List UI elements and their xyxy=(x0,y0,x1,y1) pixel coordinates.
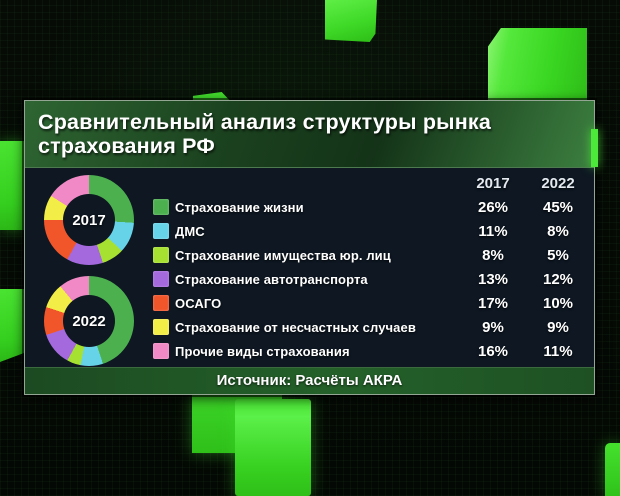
legend-swatch xyxy=(153,247,169,263)
legend-row: Страхование автотранспорта 13% 12% xyxy=(153,267,592,291)
legend-label: Страхование от несчастных случаев xyxy=(175,319,416,335)
value-2017: 13% xyxy=(477,270,509,288)
value-2022: 10% xyxy=(542,294,574,312)
table-header-row: 2017 2022 xyxy=(153,171,592,195)
donut-year-label-2022: 2022 xyxy=(72,312,106,330)
legend-swatch xyxy=(153,319,169,335)
infographic-panel: Сравнительный анализ структуры рынка стр… xyxy=(24,100,595,395)
green-cube-decoration xyxy=(488,28,587,105)
panel-title-line2: страхования РФ xyxy=(38,134,215,158)
donut-year-label-2017: 2017 xyxy=(72,211,106,229)
value-2022: 5% xyxy=(547,246,569,264)
value-2017: 17% xyxy=(477,294,509,312)
value-2017: 9% xyxy=(482,318,504,336)
legend-label: Прочие виды страхования xyxy=(175,343,350,359)
legend-swatch xyxy=(153,199,169,215)
legend-and-values-table: 2017 2022 Страхование жизни 26% 45% ДМС 11% 8… xyxy=(153,171,592,363)
green-cube-decoration xyxy=(0,141,27,230)
legend-row: Страхование жизни 26% 45% xyxy=(153,195,592,219)
value-2017: 11% xyxy=(478,222,508,240)
legend-swatch xyxy=(153,271,169,287)
legend-swatch xyxy=(153,223,169,239)
column-header-2022: 2022 xyxy=(541,174,575,192)
legend-label: Страхование автотранспорта xyxy=(175,271,368,287)
green-cube-decoration xyxy=(325,0,377,42)
panel-title-line1: Сравнительный анализ структуры рынка xyxy=(38,110,492,134)
donut-chart-2022: 2022 xyxy=(44,276,134,366)
value-2017: 8% xyxy=(482,246,504,264)
legend-row: Страхование от несчастных случаев 9% 9% xyxy=(153,315,592,339)
panel-border-highlight xyxy=(591,129,598,167)
donut-hole: 2022 xyxy=(63,295,115,347)
legend-swatch xyxy=(153,295,169,311)
legend-row: ОСАГО 17% 10% xyxy=(153,291,592,315)
value-2022: 45% xyxy=(542,198,574,216)
value-2022: 9% xyxy=(547,318,569,336)
legend-row: Прочие виды страхования 16% 11% xyxy=(153,339,592,363)
donut-hole: 2017 xyxy=(63,194,115,246)
legend-label: ДМС xyxy=(175,223,205,239)
value-2022: 12% xyxy=(542,270,574,288)
value-2017: 26% xyxy=(477,198,509,216)
green-cube-decoration xyxy=(235,399,311,496)
legend-label: Страхование имущества юр. лиц xyxy=(175,247,391,263)
green-cube-decoration xyxy=(605,443,620,496)
donut-chart-2017: 2017 xyxy=(44,175,134,265)
value-2022: 8% xyxy=(547,222,569,240)
column-header-2017: 2017 xyxy=(476,174,510,192)
source-bar: Источник: Расчёты АКРА xyxy=(25,367,594,394)
legend-swatch xyxy=(153,343,169,359)
value-2017: 16% xyxy=(477,342,509,360)
value-2022: 11% xyxy=(543,342,573,360)
legend-row: Страхование имущества юр. лиц 8% 5% xyxy=(153,243,592,267)
legend-label: Страхование жизни xyxy=(175,199,304,215)
title-bar: Сравнительный анализ структуры рынка стр… xyxy=(25,101,594,168)
legend-label: ОСАГО xyxy=(175,295,222,311)
legend-row: ДМС 11% 8% xyxy=(153,219,592,243)
